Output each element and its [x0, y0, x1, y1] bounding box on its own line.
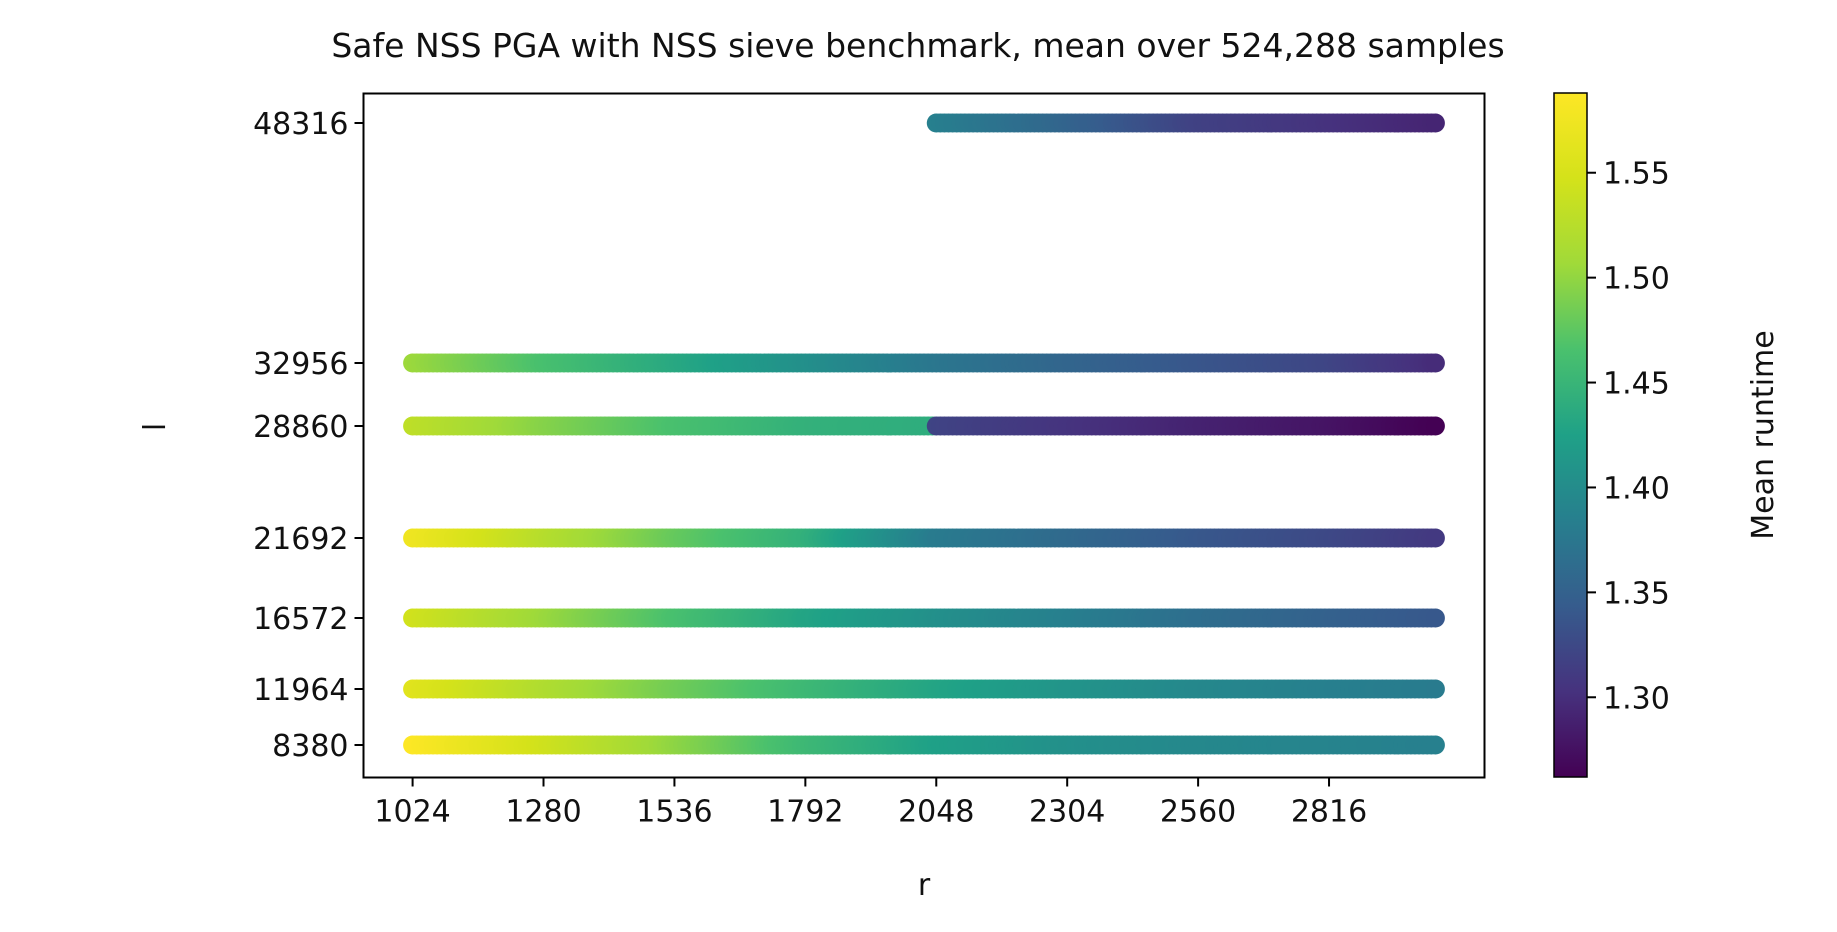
scatter-points [403, 113, 1445, 755]
y-tick-label: 16572 [253, 602, 348, 637]
scatter-point [1425, 608, 1445, 628]
x-tick-label: 1280 [505, 795, 581, 830]
x-tick-label: 2048 [898, 795, 974, 830]
y-axis-ticks: 8380 11964 16572 21692 28860 32956 48316 [253, 107, 364, 764]
y-axis-label: l [138, 423, 173, 431]
colorbar-tick-label: 1.40 [1603, 471, 1670, 506]
x-tick-label: 1024 [374, 795, 450, 830]
chart-title: Safe NSS PGA with NSS sieve benchmark, m… [331, 26, 1504, 65]
scatter-point [1425, 735, 1445, 755]
scatter-point [1425, 353, 1445, 373]
x-tick-label: 2304 [1029, 795, 1105, 830]
y-tick-label: 48316 [253, 107, 348, 142]
colorbar-tick-label: 1.50 [1603, 262, 1670, 297]
colorbar-label: Mean runtime [1746, 330, 1781, 539]
colorbar-tick-label: 1.45 [1603, 367, 1670, 402]
y-tick-label: 21692 [253, 522, 348, 557]
plot-frame [362, 92, 1486, 779]
scatter-point [1425, 679, 1445, 699]
colorbar-ticks: 1.30 1.35 1.40 1.45 1.50 1.55 [1587, 157, 1670, 716]
scatter-point [1425, 528, 1445, 548]
colorbar-tick-label: 1.55 [1603, 157, 1670, 192]
x-tick-label: 2816 [1291, 795, 1367, 830]
y-tick-label: 8380 [272, 729, 348, 764]
x-axis-label: r [918, 868, 931, 903]
y-tick-label: 11964 [253, 673, 348, 708]
x-axis-ticks: 1024 1280 1536 1792 2048 2304 2560 2816 [374, 777, 1367, 830]
scatter-point [1425, 113, 1445, 133]
y-tick-label: 28860 [253, 410, 348, 445]
x-tick-label: 2560 [1160, 795, 1236, 830]
x-tick-label: 1792 [767, 795, 843, 830]
colorbar [1553, 92, 1588, 778]
scatter-point [1425, 416, 1445, 436]
y-tick-label: 32956 [253, 347, 348, 382]
colorbar-tick-label: 1.35 [1603, 576, 1670, 611]
x-tick-label: 1536 [636, 795, 712, 830]
colorbar-tick-label: 1.30 [1603, 681, 1670, 716]
